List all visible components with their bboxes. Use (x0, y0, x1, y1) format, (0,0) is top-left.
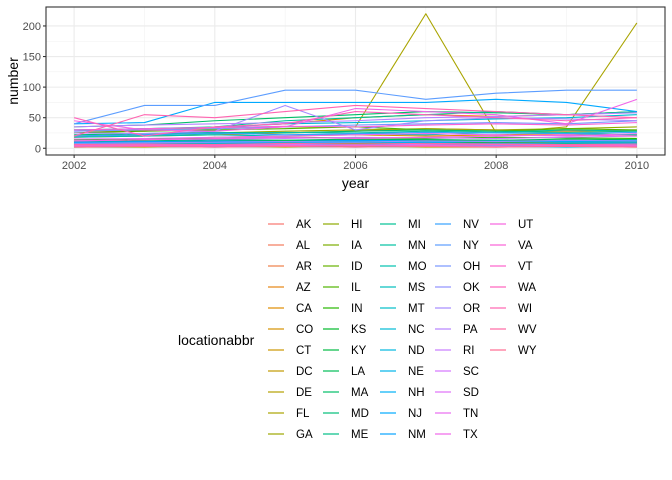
legend-label-nc: NC (408, 324, 425, 336)
legend-label-ak: AK (296, 219, 312, 231)
y-tick-label: 150 (23, 52, 41, 64)
legend-label-mt: MT (408, 303, 425, 315)
legend-label-vt: VT (518, 261, 533, 273)
legend-label-nh: NH (408, 387, 425, 399)
legend-label-ky: KY (351, 345, 367, 357)
legend-label-dc: DC (296, 366, 313, 378)
series-line-wy (74, 145, 637, 148)
legend-label-nm: NM (408, 429, 426, 441)
series-line-ny (74, 89, 637, 125)
legend-label-or: OR (463, 303, 480, 315)
legend-label-ny: NY (463, 240, 479, 252)
legend-label-nj: NJ (408, 408, 422, 420)
x-tick-label: 2008 (484, 160, 508, 172)
legend-label-il: IL (351, 282, 361, 294)
legend-label-de: DE (296, 387, 312, 399)
legend: locationabbr AK AL AR AZ CA CO CT DC DE FL GA HI IA I… (178, 219, 537, 441)
series-line-wa (74, 111, 637, 137)
plot-panel (45, 6, 666, 156)
legend-label-az: AZ (296, 282, 311, 294)
y-tick-label: 200 (23, 21, 41, 33)
series-line-oh (74, 120, 637, 132)
series-line-pa (74, 112, 637, 128)
x-axis-ticks: 2002 2004 2006 2008 2010 (62, 155, 649, 172)
series-line-sd (74, 144, 637, 147)
y-axis-ticks: 0 50 100 150 200 (23, 21, 46, 155)
legend-label-ms: MS (408, 282, 426, 294)
legend-label-wy: WY (518, 345, 537, 357)
legend-label-tx: TX (463, 429, 478, 441)
series-line-tx (74, 98, 638, 132)
series-line-la (74, 138, 637, 143)
legend-label-mo: MO (408, 261, 427, 273)
legend-label-md: MD (351, 408, 369, 420)
y-tick-label: 100 (23, 82, 41, 94)
x-axis-title: year (342, 175, 370, 191)
legend-label-nv: NV (463, 219, 479, 231)
legend-label-sd: SD (463, 387, 479, 399)
series-line-vt (74, 144, 637, 147)
legend-label-ut: UT (518, 219, 533, 231)
legend-label-co: CO (296, 324, 313, 336)
legend-label-ks: KS (351, 324, 367, 336)
legend-label-sc: SC (463, 366, 479, 378)
legend-label-ga: GA (296, 429, 313, 441)
series-line-wi (73, 104, 637, 137)
x-tick-label: 2004 (203, 160, 227, 172)
legend-label-id: ID (351, 261, 363, 273)
legend-label-ri: RI (463, 345, 475, 357)
y-tick-label: 50 (29, 113, 41, 125)
legend-label-mi: MI (408, 219, 421, 231)
series-line-nv (74, 131, 637, 137)
legend-label-mn: MN (408, 240, 426, 252)
legend-label-ct: CT (296, 345, 311, 357)
x-tick-label: 2006 (343, 160, 367, 172)
series-line-va (74, 122, 637, 131)
legend-label-ma: MA (351, 387, 369, 399)
legend-label-va: VA (518, 240, 533, 252)
legend-label-hi: HI (351, 219, 363, 231)
legend-title: locationabbr (178, 332, 255, 348)
legend-label-nd: ND (408, 345, 425, 357)
y-tick-label: 0 (35, 143, 41, 155)
legend-label-wi: WI (518, 303, 532, 315)
legend-label-ok: OK (463, 282, 480, 294)
legend-label-ar: AR (296, 261, 312, 273)
legend-label-ia: IA (351, 240, 362, 252)
legend-label-la: LA (351, 366, 365, 378)
legend-label-ca: CA (296, 303, 312, 315)
legend-label-ne: NE (408, 366, 424, 378)
legend-label-wv: WV (518, 324, 537, 336)
legend-label-me: ME (351, 429, 369, 441)
legend-label-tn: TN (463, 408, 478, 420)
legend-label-fl: FL (296, 408, 310, 420)
y-axis-title: number (5, 57, 21, 105)
x-tick-label: 2010 (625, 160, 649, 172)
series-line-wv (74, 142, 637, 146)
legend-label-al: AL (296, 240, 311, 252)
legend-label-pa: PA (463, 324, 478, 336)
legend-label-oh: OH (463, 261, 480, 273)
x-tick-label: 2002 (62, 160, 86, 172)
series-line-ut (74, 134, 637, 142)
legend-label-in: IN (351, 303, 363, 315)
legend-label-wa: WA (518, 282, 536, 294)
series-line-ok (74, 139, 637, 144)
